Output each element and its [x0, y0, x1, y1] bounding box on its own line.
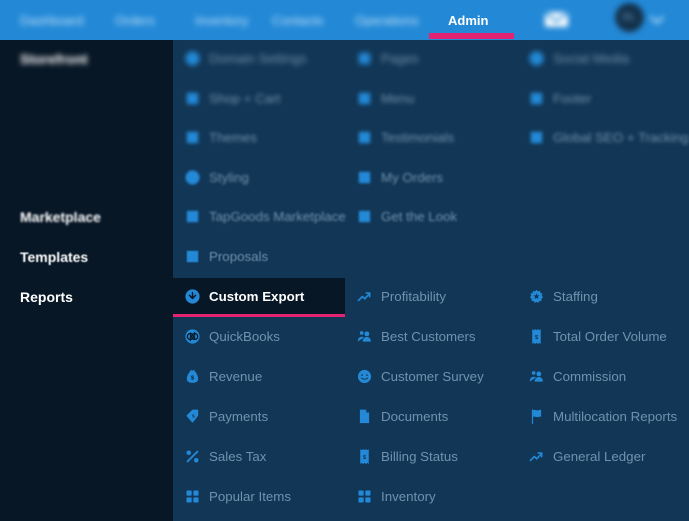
svg-text:$: $	[191, 375, 194, 381]
svg-text:$: $	[192, 413, 195, 419]
